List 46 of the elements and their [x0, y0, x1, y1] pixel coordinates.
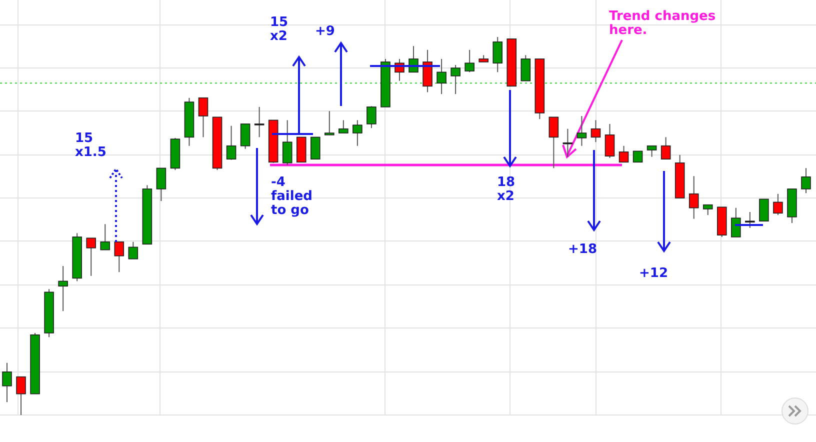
candlestick — [801, 168, 811, 194]
annotation: 15 x1.5 — [75, 131, 106, 160]
candlestick — [86, 238, 96, 276]
candlestick — [58, 266, 68, 312]
candlestick — [464, 49, 474, 73]
candlestick — [759, 198, 769, 222]
candlestick — [688, 176, 699, 220]
candlestick — [16, 376, 26, 416]
candlestick — [618, 145, 629, 163]
candlestick — [366, 106, 376, 129]
candlestick — [324, 110, 334, 136]
candlestick — [352, 120, 362, 146]
candlestick — [198, 97, 208, 138]
candlestick — [548, 116, 559, 169]
candlestick — [240, 123, 250, 150]
annotation: -4 failed to go — [271, 175, 312, 218]
candlestick — [128, 241, 138, 260]
candlestick — [156, 168, 166, 202]
annotation: Trend changes here. — [609, 9, 716, 38]
candlestick — [114, 241, 124, 273]
candlestick — [310, 136, 320, 160]
candlestick — [660, 136, 671, 160]
candlestick — [226, 125, 236, 160]
annotation: 15 x2 — [270, 15, 288, 44]
candlestick — [646, 145, 657, 158]
candlestick — [590, 120, 601, 143]
candlestick — [338, 120, 348, 134]
candlestick — [450, 64, 460, 95]
candlestick — [100, 224, 110, 250]
candlestick — [2, 362, 12, 403]
candlestick — [254, 106, 264, 138]
candlestick — [773, 193, 783, 216]
candlestick — [576, 116, 587, 146]
candlestick — [282, 120, 292, 166]
candlestick — [492, 36, 503, 73]
candlestick — [604, 123, 615, 158]
annotation: +9 — [315, 24, 335, 39]
candlestick — [702, 204, 713, 216]
annotation: +12 — [639, 266, 668, 281]
candlestick — [436, 58, 446, 95]
annotation: +18 — [568, 242, 597, 257]
candlestick — [520, 54, 531, 82]
candlestick — [731, 207, 741, 238]
candlestick — [632, 150, 643, 163]
annotation: 18 x2 — [497, 175, 516, 204]
candlestick — [745, 212, 755, 228]
